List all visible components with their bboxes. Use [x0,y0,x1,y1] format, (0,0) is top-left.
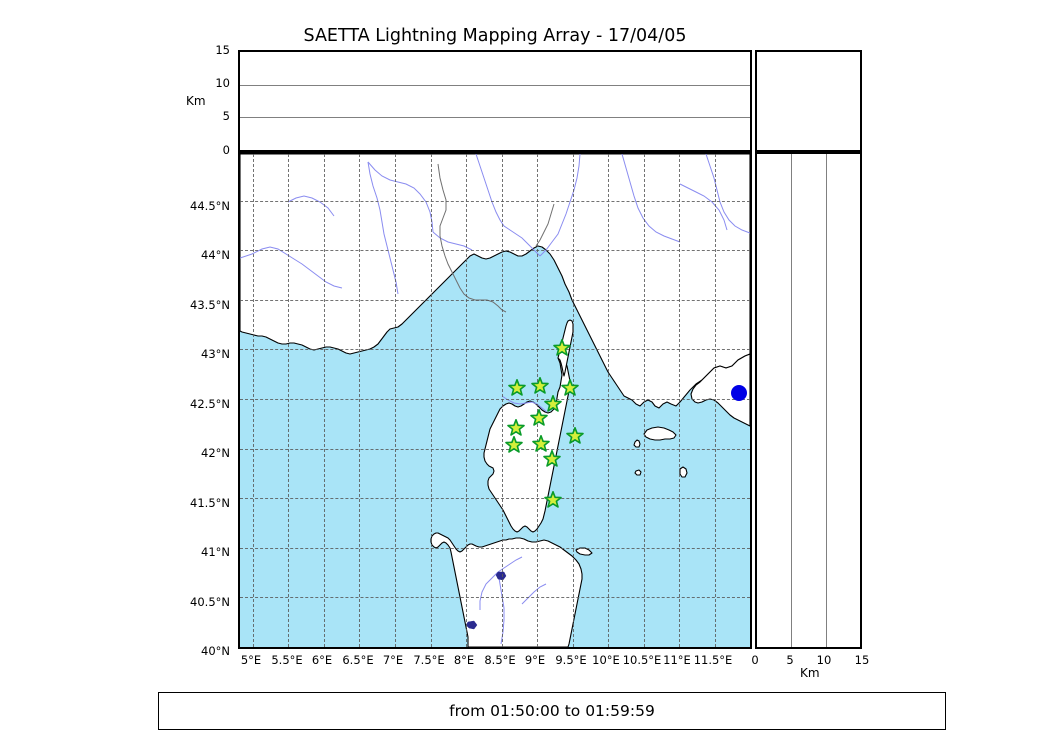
tick-lat-41.5: 41.5°N [190,496,230,510]
axis-label-right-km: Km [800,666,820,680]
tick-lon-10: 10°E [592,653,620,667]
tick-lat-42: 42°N [201,446,230,460]
tick-lat-43.5: 43.5°N [190,298,230,312]
gridline-lon-6 [323,154,325,647]
tick-top-0: 0 [222,143,230,157]
tick-right-5: 5 [786,653,794,667]
tick-lat-44: 44°N [201,248,230,262]
gridline-lon-7 [395,154,396,647]
tick-top-5: 5 [222,109,230,123]
gridline-lat-42 [240,448,750,450]
island-elba [643,426,677,441]
landmass-tuscany [690,353,750,427]
tick-lat-41: 41°N [201,545,230,559]
tick-lon-8.5: 8.5°E [484,653,516,667]
gridline-lat-40.5 [240,597,750,599]
tick-lon-10.5: 10.5°E [622,653,662,667]
gridline-lon-5 [252,154,254,647]
tick-lon-6: 6°E [311,653,333,667]
tick-lon-11.5: 11.5°E [693,653,733,667]
gridline-lon-7.5 [430,154,432,647]
tick-lon-5: 5°E [240,653,262,667]
vhf-source-dot[interactable] [730,385,747,402]
tick-lat-40.5: 40.5°N [190,595,230,609]
island-giglio [679,466,688,478]
gridline-lon-6.5 [359,154,361,647]
island-capraia [633,439,641,448]
longitude-altitude-panel[interactable] [238,50,752,152]
gridline-lon-10 [608,154,610,647]
lake-sardinia-south [465,620,478,630]
gridline-lon-11.5 [714,154,716,647]
gridline-lon-9 [537,154,539,647]
longitude-altitude-plot-area [240,52,750,150]
time-range-box[interactable]: from 01:50:00 to 01:59:59 [158,692,946,730]
map-panel[interactable] [238,152,752,649]
tick-lon-11: 11°E [663,653,691,667]
landmass-europe [240,154,750,409]
tick-lon-6.5: 6.5°E [342,653,374,667]
gridline-lat-44 [240,250,750,252]
map-graphic [240,154,750,647]
gridline-alt-10 [240,84,750,86]
tick-lat-44.5: 44.5°N [190,199,230,213]
lake-sardinia-north [495,571,507,581]
map-plot-area [240,154,750,647]
tick-lon-5.5: 5.5°E [271,653,303,667]
tick-lat-40: 40°N [201,644,230,658]
gridline-lon-9.5 [572,154,574,647]
tick-lon-9.5: 9.5°E [555,653,587,667]
gridline-lat-42.5 [240,399,750,400]
axis-label-top-km: Km [186,94,206,108]
tick-lon-7.5: 7.5°E [413,653,445,667]
gridline-km-10 [825,154,827,647]
tick-top-15: 15 [215,43,230,57]
gridline-lon-8.5 [501,154,503,647]
island-montecristo [634,469,642,476]
gridline-lat-41.5 [240,498,750,500]
gridline-lat-43 [240,349,750,351]
altitude-latitude-plot-area [757,154,860,647]
gridline-lon-8 [466,154,468,647]
tick-right-10: 10 [816,653,832,667]
tick-lat-43: 43°N [201,347,230,361]
corner-plot-area [757,52,860,150]
corner-panel[interactable] [755,50,862,152]
tick-right-0: 0 [751,653,759,667]
tick-lon-9: 9°E [524,653,546,667]
gridline-lon-10.5 [643,154,645,647]
tick-right-15: 15 [854,653,870,667]
gridline-lat-43.5 [240,299,750,301]
gridline-lat-41 [240,547,750,549]
page-title: SAETTA Lightning Mapping Array - 17/04/0… [303,26,687,46]
gridline-lon-11 [679,154,681,647]
gridline-km-5 [791,154,793,647]
gridline-lon-5.5 [288,154,290,647]
time-range-text: from 01:50:00 to 01:59:59 [449,702,655,720]
tick-lon-7: 7°E [382,653,404,667]
tick-lat-42.5: 42.5°N [190,397,230,411]
tick-lon-8: 8°E [453,653,475,667]
altitude-latitude-panel[interactable] [755,152,862,649]
gridline-lat-44.5 [240,200,750,202]
gridline-alt-5 [240,117,750,119]
tick-top-10: 10 [215,76,230,90]
